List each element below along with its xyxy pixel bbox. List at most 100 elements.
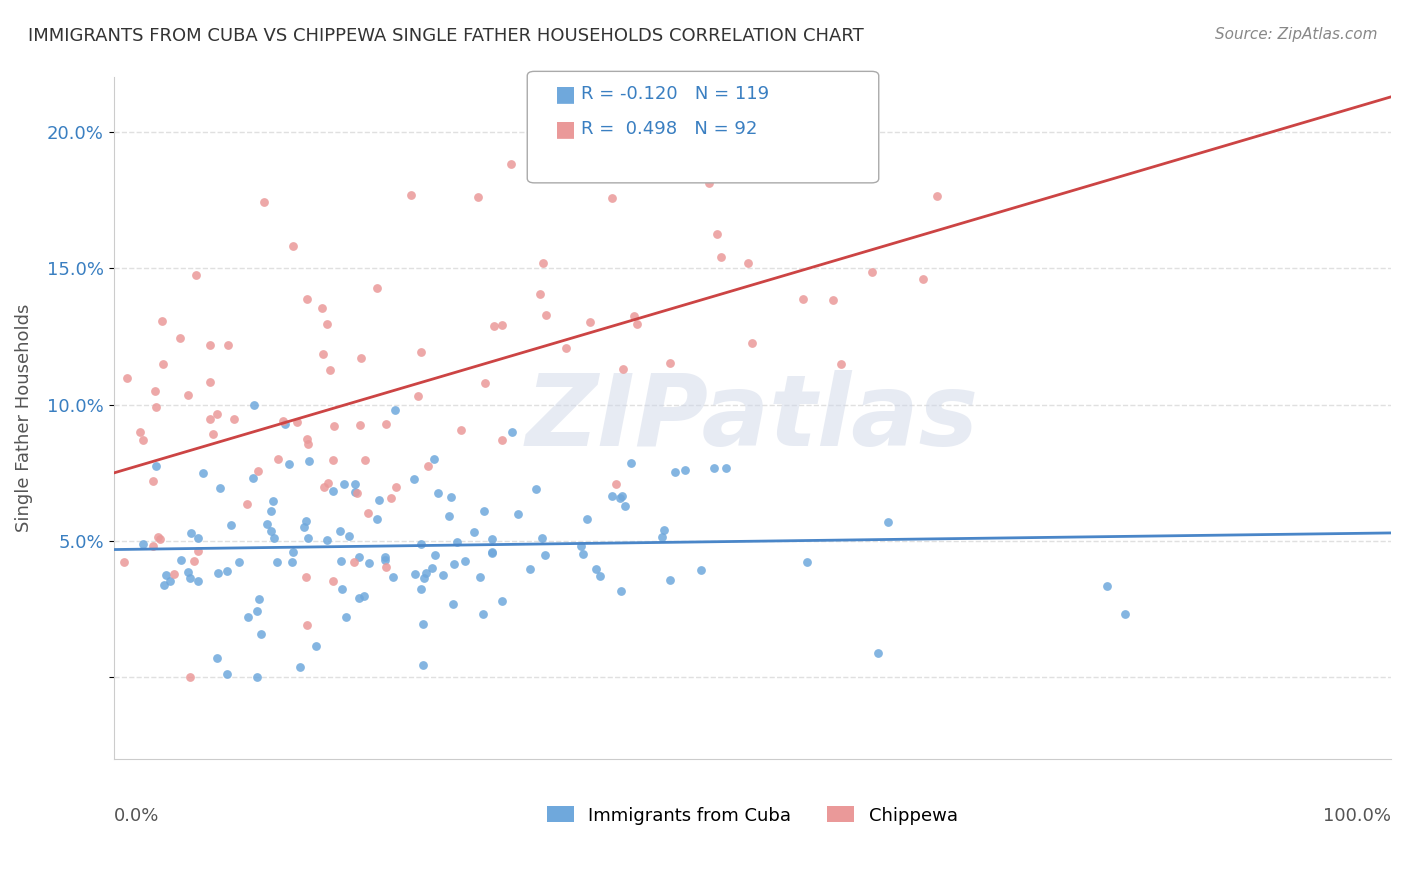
Point: [145, 459, 167, 474]
Point: [600, 489, 623, 503]
Point: [322, 483, 344, 498]
Point: [823, 293, 845, 307]
Point: [706, 227, 728, 241]
Point: [295, 514, 318, 528]
Point: [406, 389, 429, 403]
Point: [481, 533, 503, 547]
Point: [253, 194, 276, 209]
Point: [337, 529, 360, 543]
Point: [860, 265, 883, 279]
Point: [297, 436, 319, 450]
Point: [357, 506, 380, 520]
Point: [381, 570, 404, 584]
Point: [506, 508, 529, 522]
Point: [380, 491, 402, 505]
Point: [423, 451, 446, 466]
Point: [205, 407, 228, 421]
Point: [315, 317, 337, 331]
Point: [145, 400, 167, 414]
Text: 0.0%: 0.0%: [114, 806, 159, 825]
Point: [374, 549, 396, 564]
Point: [247, 464, 270, 478]
Point: [623, 309, 645, 323]
Point: [491, 318, 513, 332]
Point: [575, 512, 598, 526]
Point: [152, 358, 174, 372]
Point: [318, 363, 340, 377]
Point: [283, 239, 305, 253]
Point: [792, 292, 814, 306]
Point: [1095, 578, 1118, 592]
Point: [353, 589, 375, 603]
Point: [412, 616, 434, 631]
Point: [529, 287, 551, 301]
Point: [198, 376, 221, 390]
Point: [533, 256, 555, 270]
Point: [132, 537, 155, 551]
Point: [184, 268, 207, 283]
Point: [217, 564, 239, 578]
Point: [359, 556, 381, 570]
Point: [605, 476, 627, 491]
Point: [651, 530, 673, 544]
Point: [374, 417, 396, 431]
Point: [217, 666, 239, 681]
Point: [443, 557, 465, 571]
Point: [311, 301, 333, 315]
Point: [169, 331, 191, 345]
Point: [415, 566, 437, 581]
Point: [312, 480, 335, 494]
Point: [585, 562, 607, 576]
Point: [187, 574, 209, 589]
Point: [200, 411, 222, 425]
Point: [927, 189, 949, 203]
Point: [609, 491, 631, 505]
Point: [323, 419, 346, 434]
Point: [281, 555, 304, 569]
Point: [152, 577, 174, 591]
Point: [404, 472, 426, 486]
Text: R =  0.498   N = 92: R = 0.498 N = 92: [581, 120, 756, 138]
Point: [207, 566, 229, 580]
Point: [297, 531, 319, 545]
Point: [187, 543, 209, 558]
Point: [243, 398, 266, 412]
Point: [245, 670, 267, 684]
Point: [468, 570, 491, 584]
Point: [474, 504, 496, 518]
Text: Source: ZipAtlas.com: Source: ZipAtlas.com: [1215, 27, 1378, 42]
Point: [530, 532, 553, 546]
Point: [295, 618, 318, 632]
Point: [450, 423, 472, 437]
Point: [298, 454, 321, 468]
Point: [285, 415, 308, 429]
Point: [271, 414, 294, 428]
Text: 100.0%: 100.0%: [1323, 806, 1391, 825]
Point: [353, 452, 375, 467]
Point: [163, 567, 186, 582]
Point: [620, 456, 643, 470]
Point: [467, 189, 489, 203]
Point: [143, 384, 166, 399]
Point: [148, 530, 170, 544]
Point: [221, 518, 243, 533]
Point: [412, 571, 434, 585]
Point: [474, 376, 496, 390]
Point: [384, 402, 406, 417]
Point: [482, 319, 505, 334]
Point: [142, 539, 165, 553]
Point: [242, 471, 264, 485]
Y-axis label: Single Father Households: Single Father Households: [15, 304, 32, 533]
Point: [412, 657, 434, 672]
Point: [191, 466, 214, 480]
Point: [247, 591, 270, 606]
Point: [322, 453, 344, 467]
Point: [446, 535, 468, 549]
Point: [659, 573, 682, 587]
Point: [347, 549, 370, 564]
Point: [155, 568, 177, 582]
Point: [198, 338, 221, 352]
Point: [235, 497, 257, 511]
Point: [420, 561, 443, 575]
Point: [374, 553, 396, 567]
